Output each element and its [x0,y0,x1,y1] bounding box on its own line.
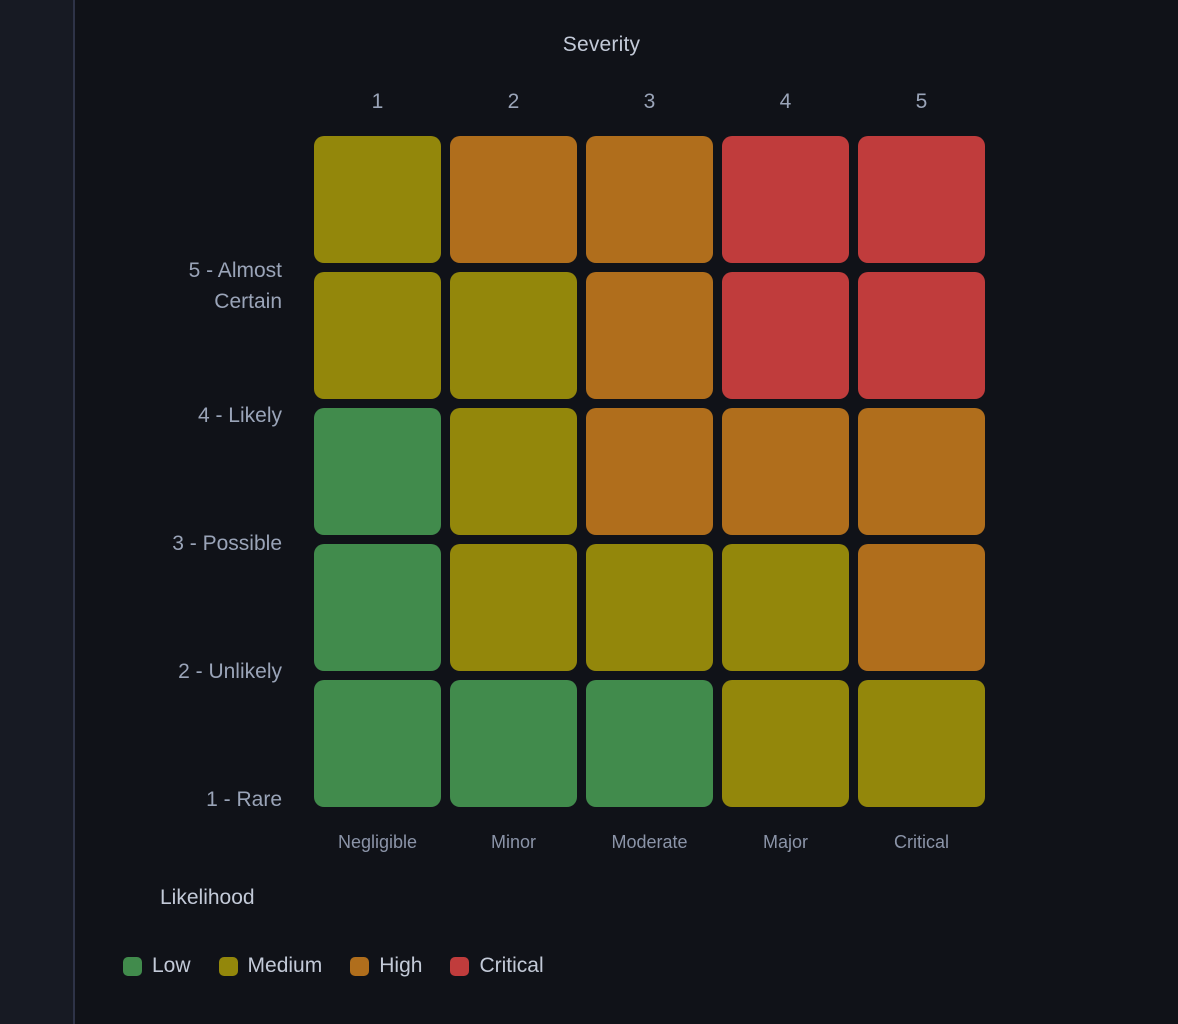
legend-swatch-icon [123,956,142,976]
likelihood-row-label-2: 2 - Unlikely [72,657,282,688]
risk-cell-1-4[interactable] [722,680,849,807]
likelihood-row-label-1: 1 - Rare [72,785,282,816]
likelihood-row-label-4: 4 - Likely [72,401,282,432]
risk-cell-3-5[interactable] [858,408,985,535]
row-label-line: Certain [214,289,282,313]
chart-title: Severity [75,33,1178,57]
legend-swatch-icon [350,956,370,976]
risk-cell-4-3[interactable] [586,272,713,399]
severity-number-header: 1 2 3 4 5 [314,90,986,114]
risk-cell-1-5[interactable] [858,680,985,807]
chart-title-text: Severity [562,33,641,56]
risk-cell-4-5[interactable] [858,272,985,399]
risk-cell-5-2[interactable] [450,136,577,263]
likelihood-row-label-3: 3 - Possible [72,529,282,560]
risk-cell-3-1[interactable] [314,408,441,535]
severity-category-label-2: Minor [490,832,536,852]
risk-cell-1-3[interactable] [586,680,713,807]
risk-cell-2-4[interactable] [722,544,849,671]
risk-matrix-row [314,544,986,671]
risk-cell-1-1[interactable] [314,680,441,807]
legend-item-medium[interactable]: Medium [218,954,323,978]
row-label-line: 2 - Unlikely [178,660,282,683]
risk-cell-1-2[interactable] [450,680,577,807]
legend-item-label: High [379,954,423,977]
risk-matrix-row [314,136,986,263]
sidebar-divider [73,0,75,1024]
risk-cell-4-1[interactable] [314,272,441,399]
risk-matrix-row [314,408,986,535]
severity-number-4: 4 [779,90,792,113]
legend-swatch-icon [218,956,238,976]
risk-cell-3-3[interactable] [586,408,713,535]
risk-cell-3-4[interactable] [722,408,849,535]
severity-category-label-4: Major [762,832,808,852]
risk-cell-5-4[interactable] [722,136,849,263]
legend-item-critical[interactable]: Critical [450,954,544,978]
risk-matrix-row [314,272,986,399]
severity-number-3: 3 [643,90,656,113]
likelihood-row-label-5: 5 - Almost Certain [72,256,282,317]
severity-number-5: 5 [915,90,928,113]
legend-item-label: Critical [479,954,544,977]
risk-cell-2-3[interactable] [586,544,713,671]
severity-number-1: 1 [371,90,384,113]
severity-category-label-1: Negligible [337,832,418,852]
risk-matrix-grid [314,136,986,807]
risk-matrix-panel: Severity 1 2 3 4 5 5 - Almost Certain 4 - Like… [75,0,1178,1024]
legend-item-high[interactable]: High [350,954,422,978]
risk-cell-5-5[interactable] [858,136,985,263]
risk-cell-2-1[interactable] [314,544,441,671]
legend-swatch-icon [450,956,470,976]
legend-item-low[interactable]: Low [123,954,191,978]
row-label-line: 4 - Likely [197,404,282,427]
left-sidebar-rail [0,0,73,1024]
severity-category-label-3: Moderate [611,832,688,852]
severity-number-2: 2 [507,90,520,113]
risk-cell-4-4[interactable] [722,272,849,399]
risk-cell-5-3[interactable] [586,136,713,263]
row-label-line: 1 - Rare [206,788,282,811]
row-label-line: 5 - Almost [188,259,282,282]
likelihood-row-labels: 5 - Almost Certain 4 - Likely 3 - Possible 2… [75,136,299,815]
legend-item-label: Medium [247,954,323,977]
risk-cell-4-2[interactable] [450,272,577,399]
risk-cell-2-5[interactable] [858,544,985,671]
legend-title: Likelihood [160,886,255,909]
row-label-line: 3 - Possible [172,532,282,555]
legend: Low Medium High Critical [123,954,544,978]
legend-item-label: Low [152,954,191,977]
severity-category-label-5: Critical [893,832,949,852]
risk-matrix-row [314,680,986,807]
risk-cell-5-1[interactable] [314,136,441,263]
risk-cell-3-2[interactable] [450,408,577,535]
risk-cell-2-2[interactable] [450,544,577,671]
severity-category-labels: Negligible Minor Moderate Major Critical [314,832,986,853]
